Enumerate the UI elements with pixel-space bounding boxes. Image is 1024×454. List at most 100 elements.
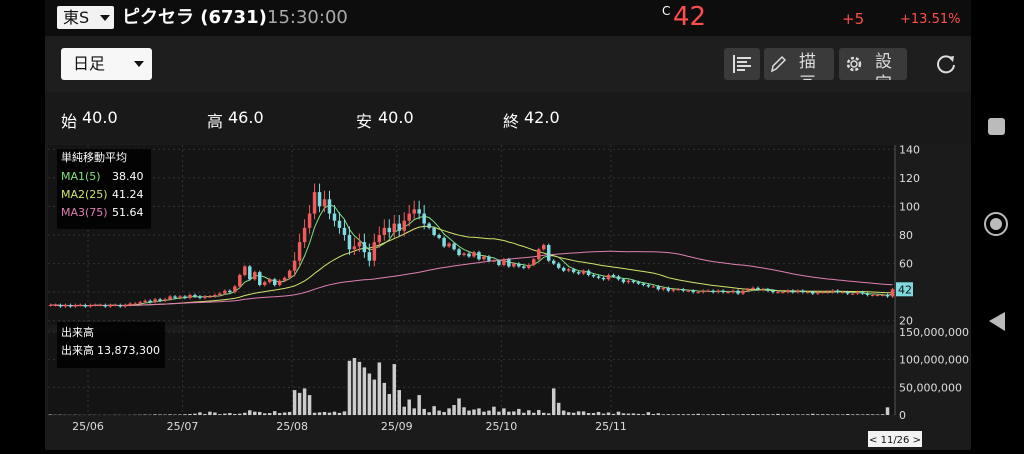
- candle-body: [866, 294, 869, 295]
- candle-body: [168, 296, 171, 299]
- candle-body: [592, 275, 595, 276]
- candle-body: [846, 292, 849, 293]
- candle-body: [343, 228, 346, 235]
- candle-body: [831, 291, 834, 292]
- refresh-icon[interactable]: [935, 53, 957, 75]
- ma-legend-label: MA3(75): [61, 206, 108, 219]
- candle-body: [542, 245, 545, 249]
- candle-body: [253, 272, 256, 279]
- volume-bar: [602, 414, 605, 415]
- candle-body: [791, 291, 794, 292]
- candle-body: [407, 214, 410, 221]
- candle-body: [577, 272, 580, 273]
- volume-bar: [318, 412, 321, 415]
- candle-body: [143, 301, 146, 302]
- volume-bar: [233, 414, 236, 415]
- volume-tick-label: 0: [899, 409, 906, 422]
- candle-body: [94, 305, 97, 306]
- volume-bar: [383, 383, 386, 415]
- volume-bar: [846, 414, 849, 415]
- candle-body: [726, 292, 729, 293]
- volume-bar: [402, 407, 405, 415]
- candle-body: [383, 228, 386, 235]
- candle-body: [348, 235, 351, 249]
- candle-body: [432, 228, 435, 235]
- volume-bar: [457, 398, 460, 415]
- volume-bar: [706, 414, 709, 415]
- candle-body: [243, 266, 246, 275]
- candle-body: [731, 291, 734, 292]
- candle-body: [223, 291, 226, 294]
- candle-body: [208, 296, 211, 297]
- price-change: +5: [842, 10, 864, 28]
- ma-legend-title: 単純移動平均: [61, 150, 127, 164]
- candle-body: [148, 301, 151, 302]
- date-tick-label: 25/07: [167, 420, 199, 433]
- period-label: 日足: [73, 54, 105, 73]
- volume-bar: [811, 414, 814, 415]
- low-label: 安: [356, 108, 372, 132]
- chart-toolbar: 日足 描画 設定: [45, 36, 971, 92]
- settings-button[interactable]: 設定: [839, 48, 907, 80]
- period-select[interactable]: 日足: [61, 48, 152, 80]
- high-label: 高: [207, 108, 223, 132]
- volume-bar: [263, 413, 266, 415]
- candle-body: [198, 296, 201, 297]
- candle-body: [163, 299, 166, 300]
- volume-bar: [477, 408, 480, 415]
- candle-body: [622, 279, 625, 282]
- candle-body: [572, 269, 575, 272]
- volume-bar: [253, 412, 256, 415]
- stock-chart[interactable]: 20406080100120140050,000,000100,000,0001…: [45, 145, 971, 450]
- market-select[interactable]: 東S: [57, 6, 114, 29]
- volume-bar: [836, 414, 839, 415]
- volume-bar: [841, 414, 844, 415]
- candle-body: [771, 291, 774, 292]
- candle-body: [746, 289, 749, 290]
- volume-bar: [168, 414, 171, 415]
- settings-label: 設定: [875, 51, 907, 80]
- candle-body: [328, 199, 331, 213]
- candle-body: [173, 296, 176, 297]
- indicator-list-button[interactable]: [724, 48, 760, 80]
- back-icon[interactable]: [989, 312, 1005, 331]
- candle-body: [861, 292, 864, 293]
- volume-bar: [517, 409, 520, 415]
- volume-bar: [786, 414, 789, 415]
- volume-bar: [178, 414, 181, 415]
- volume-bar: [796, 414, 799, 415]
- candle-body: [452, 244, 455, 250]
- candle-body: [801, 291, 804, 292]
- volume-bar: [617, 412, 620, 415]
- candle-body: [786, 291, 789, 292]
- high-value: 46.0: [228, 108, 264, 127]
- candle-body: [318, 192, 321, 206]
- volume-bar: [582, 411, 585, 415]
- candle-body: [138, 302, 141, 303]
- home-icon[interactable]: [985, 213, 1007, 235]
- candle-body: [258, 272, 261, 285]
- ma-legend-label: MA2(25): [61, 188, 108, 201]
- date-tick-label: 25/09: [381, 420, 413, 433]
- volume-bar: [637, 414, 640, 415]
- volume-bar: [861, 414, 864, 415]
- volume-bar: [662, 414, 665, 415]
- date-tick-label: 25/10: [486, 420, 518, 433]
- volume-bar: [238, 414, 241, 415]
- chevron-down-icon: [134, 61, 144, 67]
- price-tick-label: 80: [899, 229, 913, 242]
- date-tick-label: 25/08: [276, 420, 308, 433]
- volume-bar: [49, 414, 52, 415]
- candle-body: [99, 305, 102, 306]
- volume-bar: [711, 414, 714, 415]
- candle-body: [183, 296, 186, 297]
- draw-button[interactable]: 描画: [764, 48, 834, 80]
- volume-tick-label: 150,000,000: [899, 326, 969, 339]
- recents-icon[interactable]: [988, 118, 1005, 135]
- volume-bar: [462, 407, 465, 415]
- volume-bar: [682, 414, 685, 415]
- candle-body: [701, 291, 704, 292]
- candle-body: [213, 295, 216, 296]
- ohlc-bar: 始 40.0 高 46.0 安 40.0 終 42.0: [45, 92, 971, 144]
- candle-body: [886, 295, 889, 296]
